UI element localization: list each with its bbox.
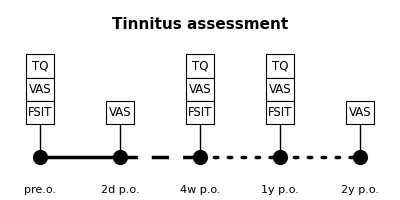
Text: 2d p.o.: 2d p.o.	[101, 185, 139, 195]
Text: VAS: VAS	[349, 106, 371, 119]
FancyBboxPatch shape	[186, 78, 214, 101]
FancyBboxPatch shape	[266, 78, 294, 101]
Text: VAS: VAS	[109, 106, 131, 119]
Text: 2y p.o.: 2y p.o.	[341, 185, 379, 195]
Text: VAS: VAS	[269, 83, 291, 96]
Point	[37, 156, 43, 159]
FancyBboxPatch shape	[26, 101, 54, 124]
Point	[197, 156, 203, 159]
Point	[357, 156, 363, 159]
Text: TQ: TQ	[32, 59, 48, 72]
Text: TQ: TQ	[192, 59, 208, 72]
Text: FSIT: FSIT	[188, 106, 212, 119]
Text: 4w p.o.: 4w p.o.	[180, 185, 220, 195]
Point	[277, 156, 283, 159]
Text: Tinnitus assessment: Tinnitus assessment	[112, 17, 288, 32]
FancyBboxPatch shape	[106, 101, 134, 124]
Text: 1y p.o.: 1y p.o.	[261, 185, 299, 195]
Text: FSIT: FSIT	[28, 106, 52, 119]
Text: VAS: VAS	[189, 83, 211, 96]
FancyBboxPatch shape	[186, 54, 214, 78]
FancyBboxPatch shape	[26, 78, 54, 101]
FancyBboxPatch shape	[266, 101, 294, 124]
Text: pre.o.: pre.o.	[24, 185, 56, 195]
FancyBboxPatch shape	[26, 54, 54, 78]
Text: FSIT: FSIT	[268, 106, 292, 119]
FancyBboxPatch shape	[186, 101, 214, 124]
FancyBboxPatch shape	[266, 54, 294, 78]
Text: TQ: TQ	[272, 59, 288, 72]
Point	[117, 156, 123, 159]
Text: VAS: VAS	[29, 83, 51, 96]
FancyBboxPatch shape	[346, 101, 374, 124]
